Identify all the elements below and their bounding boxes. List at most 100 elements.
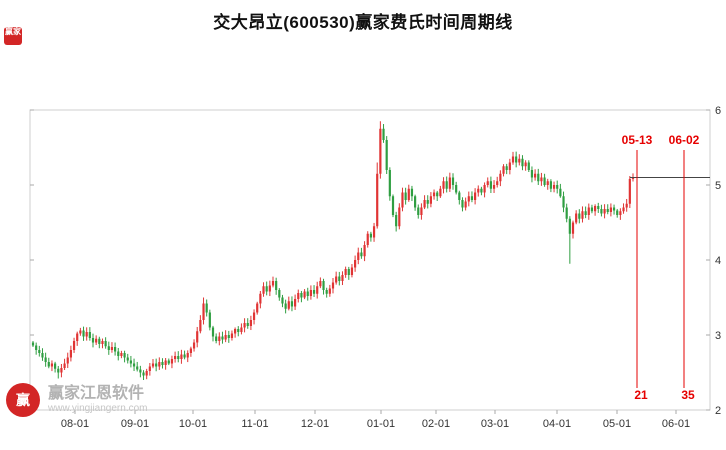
candle-body [155, 363, 158, 367]
candle-body [347, 269, 350, 275]
candle-body [174, 356, 177, 359]
candle-body [379, 128, 382, 174]
candle-body [470, 196, 474, 200]
candle-body [284, 303, 287, 309]
x-tick-label: 06-01 [662, 418, 690, 430]
candle-body [151, 363, 155, 367]
candle-body [518, 158, 521, 163]
candle-body [41, 353, 44, 358]
candle-body [527, 162, 530, 170]
candle-body [467, 196, 470, 202]
candle-body [63, 363, 66, 368]
candle-body [335, 276, 338, 283]
candle-body [189, 348, 192, 353]
candle-body [581, 211, 584, 219]
candle-body [584, 211, 587, 215]
candle-body [432, 192, 436, 197]
candle-body [372, 226, 376, 238]
candle-body [404, 192, 407, 200]
candle-body [423, 200, 426, 208]
y-tick-label: 4 [715, 255, 721, 267]
candle-body [552, 185, 556, 189]
candle-body [186, 353, 189, 358]
candle-body [477, 188, 480, 193]
candle-body [331, 282, 335, 289]
candle-body [69, 350, 72, 358]
candle-body [136, 366, 139, 370]
candle-body [398, 207, 401, 227]
candle-body [148, 366, 151, 371]
candle-body [354, 260, 357, 268]
candle-body [515, 156, 518, 163]
candle-body [344, 269, 347, 275]
candle-body [95, 338, 98, 343]
candle-body [312, 290, 316, 294]
candle-body [82, 330, 85, 337]
candle-body [139, 369, 142, 373]
candle-body [445, 181, 448, 189]
candle-body [546, 181, 549, 185]
candle-body [483, 185, 486, 193]
candle-body [385, 140, 388, 170]
candle-body [117, 351, 120, 356]
candle-body [259, 293, 262, 304]
candle-body [486, 181, 489, 185]
candle-body [505, 166, 508, 170]
candle-body [114, 347, 117, 352]
page-title: 交大昂立(600530)赢家费氏时间周期线 [213, 13, 513, 32]
watermark-logo-small-text: 赢家 [5, 27, 21, 36]
candle-body [243, 323, 246, 328]
candle-body [502, 166, 505, 174]
candle-body [88, 332, 91, 338]
candle-body [38, 350, 41, 353]
candle-body [110, 347, 114, 350]
cycle-count-label: 35 [681, 388, 695, 402]
candle-body [410, 188, 414, 197]
candle-body [524, 162, 527, 167]
candle-body [578, 213, 581, 219]
candle-body [265, 286, 268, 292]
watermark: 赢 赢家江恩软件 www.yingjiangern.com [6, 383, 148, 417]
candle-body [458, 192, 461, 200]
candle-body [616, 210, 619, 215]
candle-body [461, 200, 464, 208]
candle-body [628, 179, 631, 204]
x-tick-label: 01-01 [367, 418, 395, 430]
candle-body [341, 275, 344, 281]
candle-body [101, 341, 104, 344]
candle-body [303, 291, 306, 298]
candle-body [221, 336, 224, 340]
candle-body [60, 368, 63, 373]
candle-body [338, 276, 341, 281]
watermark-logo-text: 赢 [16, 392, 30, 408]
candle-body [590, 207, 594, 212]
candle-body [401, 192, 404, 208]
y-tick-label: 5 [715, 180, 721, 192]
y-tick-label: 6 [715, 105, 721, 117]
candle-body [208, 312, 211, 328]
cycle-date-label: 05-13 [622, 133, 653, 147]
watermark-brand: 赢家江恩软件 [48, 385, 145, 402]
candle-body [218, 336, 221, 341]
candle-body [603, 209, 606, 214]
x-tick-label: 08-01 [61, 418, 89, 430]
candle-body [594, 206, 597, 212]
candle-body [619, 211, 622, 215]
candle-body [417, 207, 420, 215]
candle-body [192, 342, 196, 349]
candle-body [76, 333, 79, 341]
candle-body [290, 301, 294, 307]
candle-body [414, 196, 417, 208]
candle-body [549, 181, 552, 189]
candle-body [44, 357, 47, 362]
x-tick-label: 02-01 [422, 418, 450, 430]
candle-body [631, 177, 635, 179]
candle-body [426, 200, 429, 204]
candle-body [91, 338, 95, 343]
candle-body [227, 335, 230, 338]
candle-body [587, 207, 590, 215]
candle-body [474, 192, 477, 200]
candle-body [170, 359, 174, 364]
